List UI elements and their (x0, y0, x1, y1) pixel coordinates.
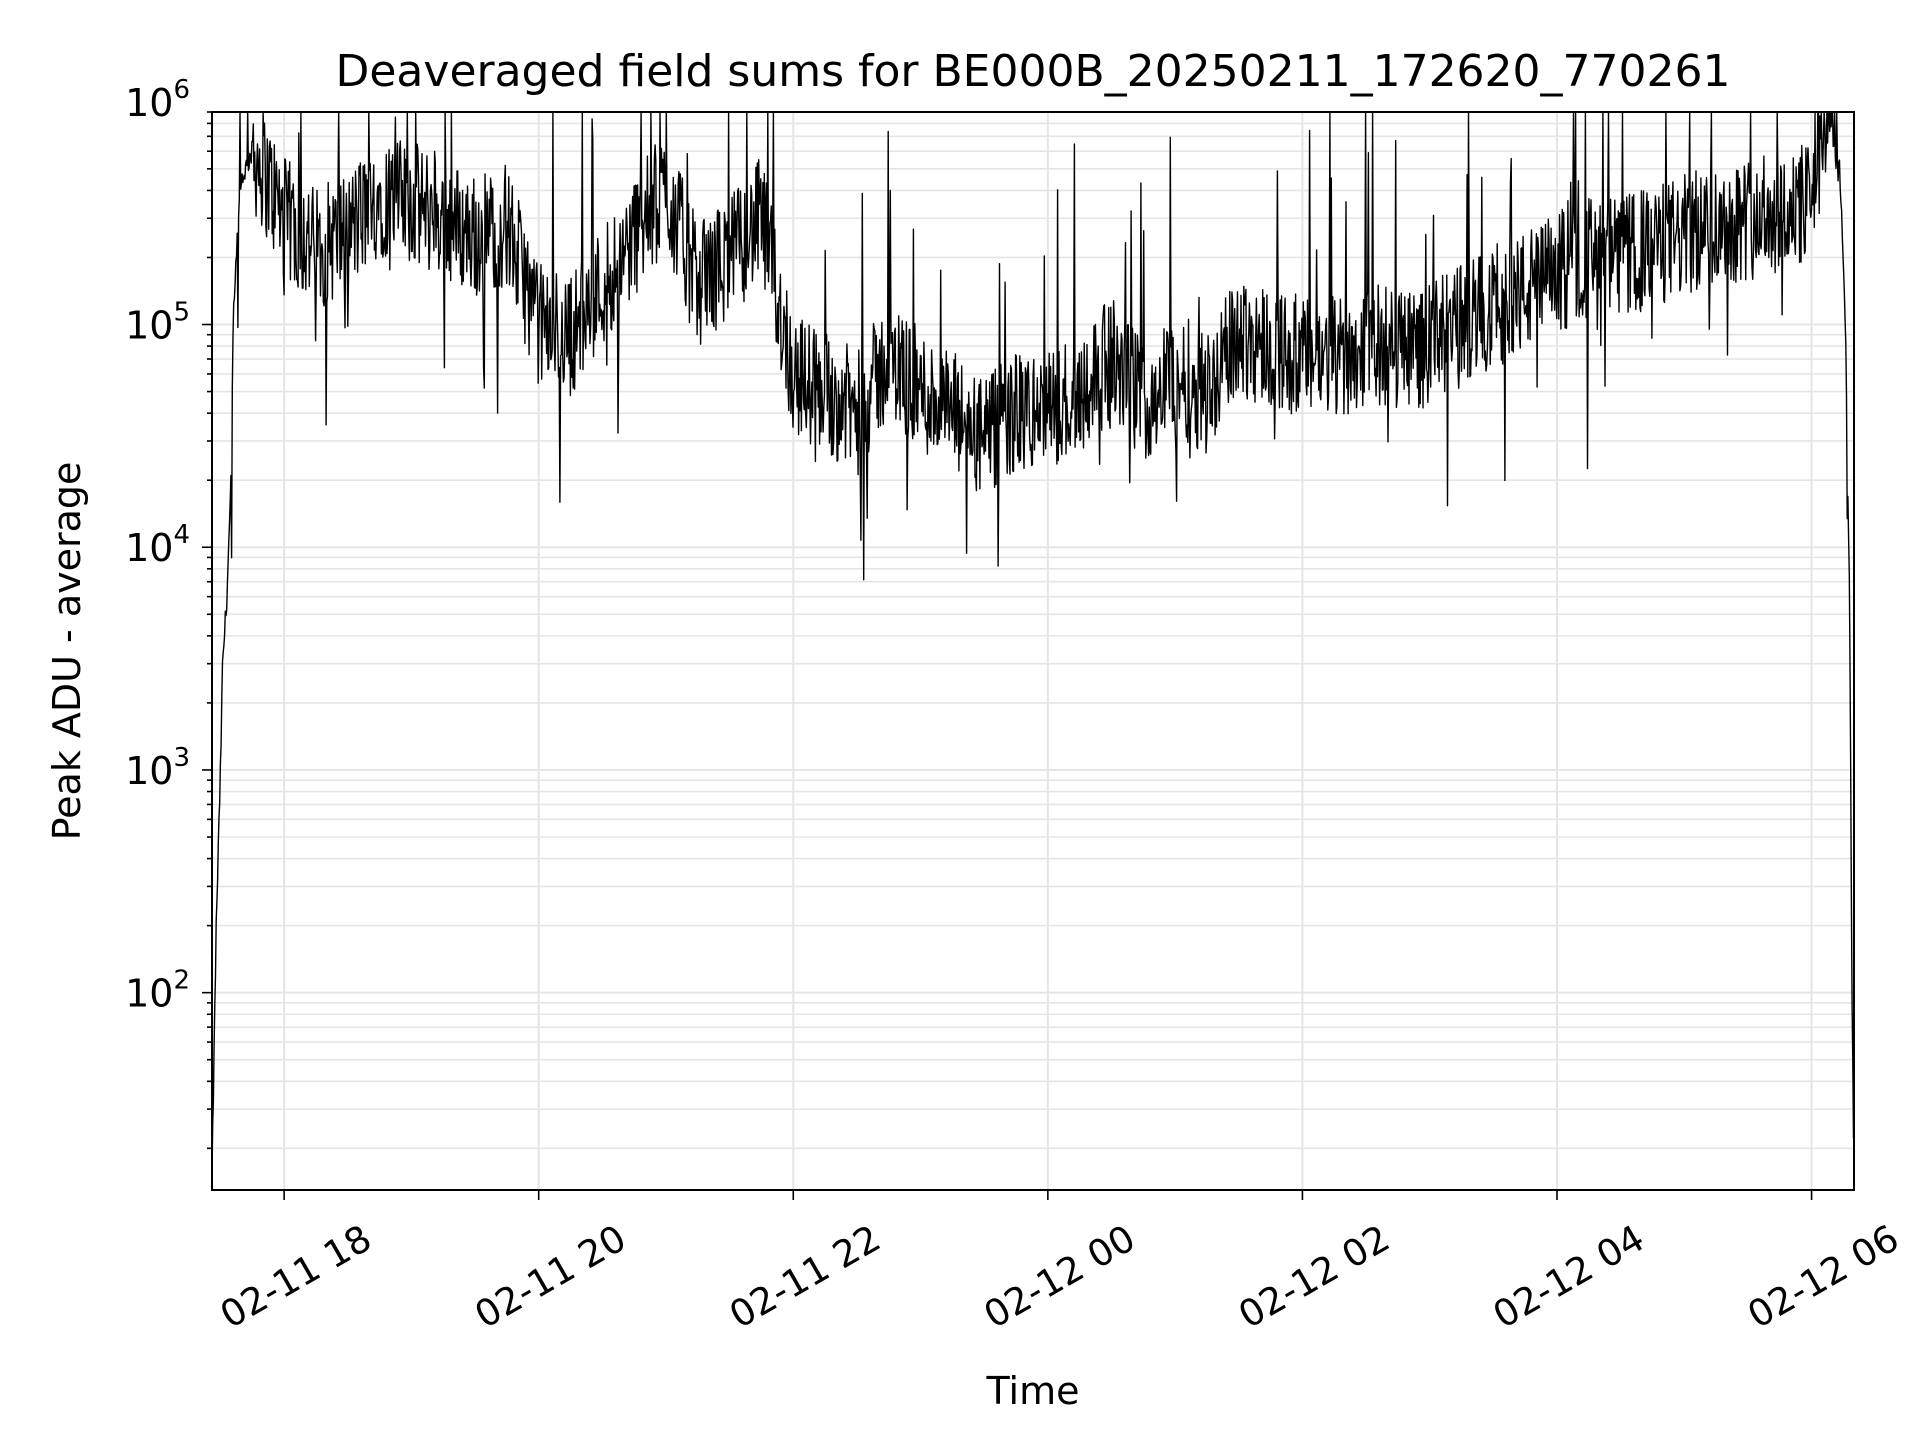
y-tick-base: 10 (125, 304, 173, 348)
y-tick-label: 105 (125, 298, 190, 348)
y-tick-exponent: 2 (173, 966, 190, 996)
y-tick-base: 10 (125, 526, 173, 570)
y-tick-label: 103 (125, 743, 190, 793)
chart-title: Deaveraged field sums for BE000B_2025021… (335, 46, 1730, 97)
y-tick-exponent: 4 (173, 520, 190, 550)
y-tick-base: 10 (125, 749, 173, 793)
axes-frame (211, 111, 1855, 1191)
y-axis-label: Peak ADU - average (45, 462, 89, 841)
y-tick-base: 10 (125, 972, 173, 1016)
y-tick-label: 104 (125, 520, 190, 570)
y-tick-label: 106 (125, 75, 190, 125)
data-line-group (211, 111, 1855, 1173)
y-tick-exponent: 3 (173, 743, 190, 773)
x-axis-label: Time (986, 1369, 1080, 1413)
y-tick-label: 102 (125, 966, 190, 1016)
y-tick-exponent: 6 (173, 75, 190, 105)
y-tick-base: 10 (125, 81, 173, 125)
y-tick-exponent: 5 (173, 298, 190, 328)
series-line (211, 111, 1855, 1173)
